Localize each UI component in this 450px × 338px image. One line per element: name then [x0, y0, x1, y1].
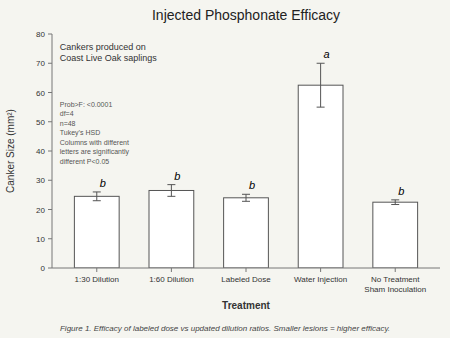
y-tick-label: 40: [36, 147, 45, 156]
error-bar: [242, 194, 250, 201]
x-tick: [96, 268, 97, 272]
x-tick: [171, 268, 172, 272]
bar: [74, 196, 119, 268]
annotation: Cankers produced onCoast Live Oak saplin…: [60, 42, 158, 63]
x-tick-label: Labeled Dose: [221, 275, 271, 284]
bar: [224, 198, 269, 268]
chart: Injected Phosphonate Efficacy 0 10 20 30 40 50…: [0, 0, 450, 338]
y-tick-label: 70: [36, 59, 45, 68]
y-tick: [48, 34, 52, 35]
background: [0, 0, 450, 338]
y-axis-label: Canker Size (mm²): [5, 109, 16, 193]
bar: [149, 190, 194, 268]
title: Injected Phosphonate Efficacy: [152, 7, 340, 23]
y-tick: [48, 63, 52, 64]
x-tick: [320, 268, 321, 272]
stats-text: Prob>F: <0.0001df=4n=48Tukey’s HSDColumn…: [60, 101, 130, 165]
error-bar: [317, 63, 325, 107]
significance-letter: b: [174, 170, 180, 182]
y-tick: [48, 92, 52, 93]
x-tick-label: No TreatmentSham Inoculation: [364, 275, 426, 294]
y-tick: [48, 121, 52, 122]
caption: Figure 1. Efficacy of labeled dose vs up…: [60, 324, 390, 333]
y-tick: [48, 180, 52, 181]
y-tick-label: 50: [36, 118, 45, 127]
x-axis-label: Treatment: [222, 300, 270, 311]
significance-letter: b: [398, 185, 404, 197]
y-tick-label: 30: [36, 176, 45, 185]
error-bar: [167, 185, 175, 197]
y-axis: 0 10 20 30 40 50 60 70 80: [36, 30, 52, 273]
y-tick-label: 0: [41, 264, 46, 273]
y-tick: [48, 268, 52, 269]
y-tick-label: 60: [36, 89, 45, 98]
bar: [373, 202, 418, 268]
x-tick-label: 1:60 Dilution: [149, 275, 193, 284]
significance-letter: b: [100, 177, 106, 189]
y-tick: [48, 151, 52, 152]
x-axis: 1:30 Dilution 1:60 Dilution Labeled Dose Wa…: [52, 268, 440, 294]
y-tick: [48, 209, 52, 210]
x-tick: [395, 268, 396, 272]
y-tick: [48, 238, 52, 239]
y-tick-label: 10: [36, 235, 45, 244]
significance-letter: a: [324, 48, 330, 60]
x-tick: [246, 268, 247, 272]
y-tick-label: 20: [36, 206, 45, 215]
x-tick-label: 1:30 Dilution: [75, 275, 119, 284]
y-tick-label: 80: [36, 30, 45, 39]
error-bar: [391, 200, 399, 205]
error-bar: [93, 192, 101, 201]
x-tick-label: Water Injection: [294, 275, 347, 284]
significance-letter: b: [249, 179, 255, 191]
bar: [298, 85, 343, 268]
bars: [74, 63, 417, 268]
y-axis-line: [52, 34, 53, 268]
